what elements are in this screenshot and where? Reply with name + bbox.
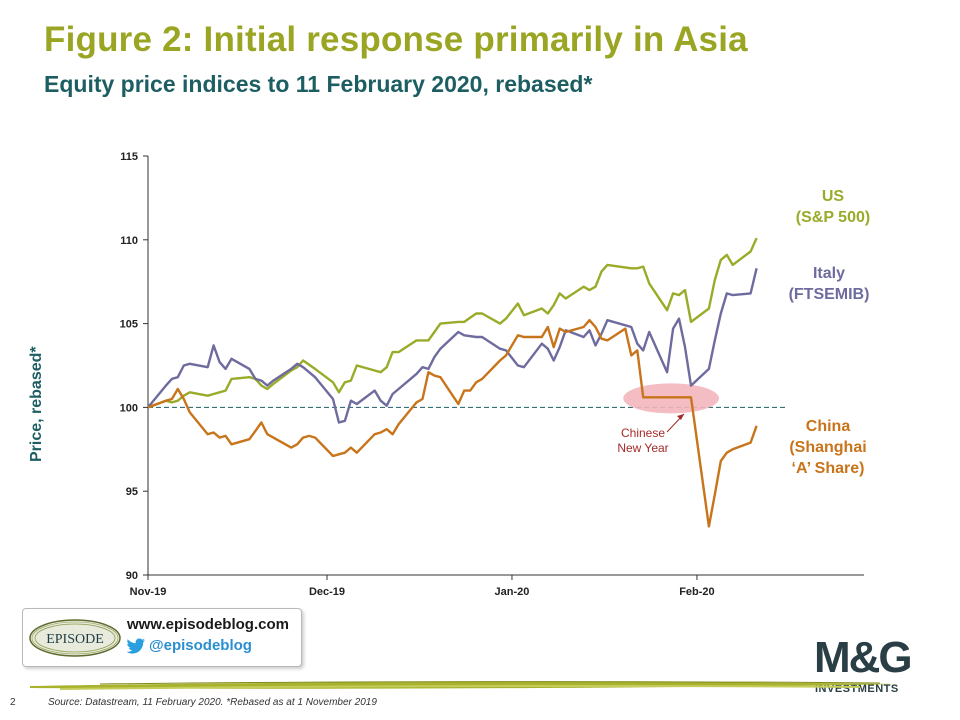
annotation-text-line-0: Chinese	[621, 426, 665, 440]
x-tick-label-Feb-20: Feb-20	[679, 586, 714, 598]
equity-line-chart: 90 95 100 105 110 115 Nov-19 Dec-19 Jan-20 Feb-20…	[120, 151, 871, 598]
series-label-us-line-0: US	[822, 188, 845, 205]
y-tick-label-90: 90	[126, 570, 138, 582]
source-note: Source: Datastream, 11 February 2020. *R…	[48, 697, 377, 708]
x-tick-label-Nov-19: Nov-19	[130, 586, 167, 598]
episode-logo-icon: EPISODE	[29, 619, 121, 657]
y-tick-label-110: 110	[120, 235, 138, 247]
series-label-china-line-2: ‘A’ Share)	[792, 460, 865, 477]
series-line-us	[147, 237, 758, 409]
episode-logo-text: EPISODE	[46, 632, 104, 647]
episode-branding-box: EPISODE www.episodeblog.com @episodeblog	[22, 608, 302, 667]
twitter-bird-icon	[126, 638, 145, 654]
y-tick-label-105: 105	[120, 319, 138, 331]
twitter-handle-link[interactable]: @episodeblog	[149, 637, 252, 654]
y-tick-label-100: 100	[120, 402, 138, 414]
page-number: 2	[10, 697, 16, 708]
y-tick-label-115: 115	[120, 151, 138, 163]
mg-investments-logo-icon: M&G INVESTMENTS	[814, 633, 913, 695]
x-tick-label-Dec-19: Dec-19	[309, 586, 345, 598]
chinese-new-year-arrowhead	[677, 414, 684, 420]
footer-decorative-swoosh	[30, 681, 900, 690]
series-line-italy	[147, 268, 758, 424]
x-tick-label-Jan-20: Jan-20	[495, 586, 530, 598]
series-label-us-line-1: (S&P 500)	[796, 209, 870, 226]
y-tick-label-95: 95	[126, 486, 138, 498]
series-label-china-line-0: China	[806, 418, 851, 435]
series-label-china-line-1: (Shanghai	[789, 439, 866, 456]
series-label-italy-line-0: Italy	[813, 265, 845, 282]
mg-logo-text: M&G	[814, 633, 911, 682]
annotation-text-line-1: New Year	[617, 441, 668, 455]
series-line-china	[147, 319, 758, 528]
page-subtitle: Equity price indices to 11 February 2020…	[44, 71, 593, 97]
series-label-italy-line-1: (FTSEMIB)	[789, 286, 870, 303]
page-title: Figure 2: Initial response primarily in …	[44, 20, 748, 59]
website-link[interactable]: www.episodeblog.com	[127, 616, 289, 633]
